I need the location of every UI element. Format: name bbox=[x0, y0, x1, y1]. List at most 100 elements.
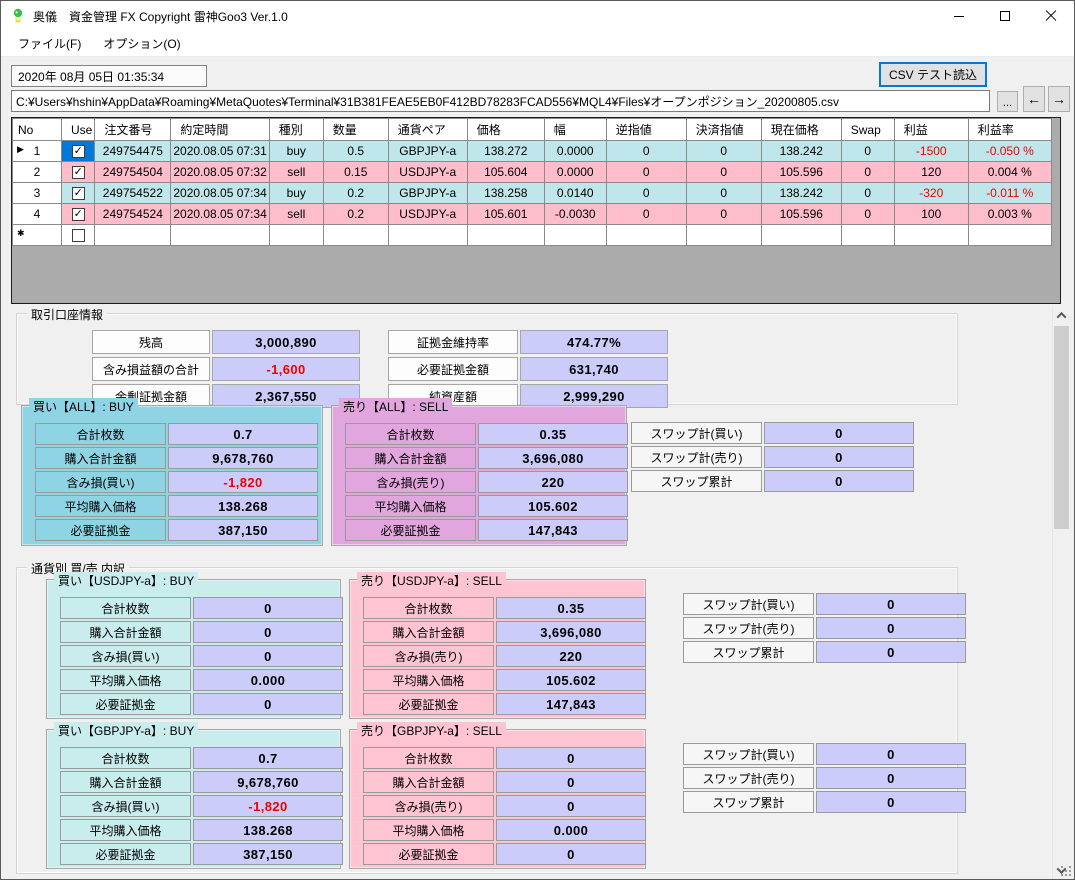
grid-col-header-3[interactable]: 約定時間 bbox=[170, 118, 270, 141]
grid-col-header-5[interactable]: 数量 bbox=[322, 118, 389, 141]
grid-row-header[interactable]: ✱ bbox=[12, 224, 62, 246]
grid-cell[interactable] bbox=[322, 224, 389, 246]
menu-item-0[interactable]: ファイル(F) bbox=[18, 37, 82, 51]
grid-cell[interactable]: 138.242 bbox=[760, 140, 842, 162]
grid-cell[interactable]: 0.0140 bbox=[543, 182, 607, 204]
grid-cell[interactable]: -320 bbox=[893, 182, 969, 204]
csv-path-input[interactable]: C:¥Users¥hshin¥AppData¥Roaming¥MetaQuote… bbox=[11, 90, 990, 112]
grid-cell[interactable]: 0.2 bbox=[322, 203, 389, 225]
grid-cell[interactable]: USDJPY-a bbox=[387, 203, 468, 225]
grid-cell[interactable] bbox=[387, 224, 468, 246]
grid-cell[interactable]: buy bbox=[268, 182, 324, 204]
grid-col-header-4[interactable]: 種別 bbox=[268, 118, 324, 141]
grid-cell-use[interactable]: ✓ bbox=[60, 140, 96, 162]
grid-cell[interactable] bbox=[268, 224, 324, 246]
grid-cell[interactable]: 120 bbox=[893, 161, 969, 183]
grid-cell[interactable]: 0 bbox=[840, 161, 895, 183]
grid-col-header-14[interactable]: 利益率 bbox=[967, 118, 1052, 141]
minimize-button[interactable] bbox=[936, 1, 982, 31]
grid-cell[interactable]: USDJPY-a bbox=[387, 161, 468, 183]
next-file-button[interactable]: → bbox=[1048, 86, 1070, 112]
scrollbar-thumb[interactable] bbox=[1054, 326, 1069, 529]
grid-cell[interactable]: sell bbox=[268, 161, 324, 183]
menu-item-1[interactable]: オプション(O) bbox=[103, 37, 181, 51]
grid-col-header-8[interactable]: 幅 bbox=[543, 118, 607, 141]
grid-row-header[interactable]: 4 bbox=[12, 203, 62, 225]
grid-col-header-0[interactable]: No bbox=[12, 118, 62, 141]
grid-cell[interactable]: 100 bbox=[893, 203, 969, 225]
grid-cell[interactable]: 0 bbox=[605, 161, 687, 183]
grid-col-header-11[interactable]: 現在価格 bbox=[760, 118, 842, 141]
grid-cell[interactable]: 0 bbox=[605, 140, 687, 162]
grid-cell[interactable] bbox=[967, 224, 1052, 246]
scroll-up-button[interactable] bbox=[1053, 307, 1070, 324]
grid-col-header-9[interactable]: 逆指値 bbox=[605, 118, 687, 141]
grid-col-header-10[interactable]: 決済指値 bbox=[685, 118, 762, 141]
grid-cell[interactable]: 0.0000 bbox=[543, 140, 607, 162]
vertical-scrollbar[interactable] bbox=[1052, 307, 1069, 879]
grid-cell[interactable]: buy bbox=[268, 140, 324, 162]
use-checkbox[interactable]: ✓ bbox=[71, 166, 85, 180]
grid-row-header[interactable]: ▶ 1 bbox=[12, 140, 62, 162]
grid-cell[interactable]: 2020.08.05 07:34 bbox=[170, 182, 270, 204]
grid-cell[interactable]: 105.601 bbox=[466, 203, 545, 225]
grid-cell-use[interactable] bbox=[60, 224, 96, 246]
grid-cell[interactable]: GBPJPY-a bbox=[387, 140, 468, 162]
grid-cell[interactable]: 0.2 bbox=[322, 182, 389, 204]
grid-cell[interactable]: 0 bbox=[840, 182, 895, 204]
grid-row-header[interactable]: 3 bbox=[12, 182, 62, 204]
grid-cell[interactable] bbox=[170, 224, 270, 246]
grid-cell[interactable]: 0.0000 bbox=[543, 161, 607, 183]
grid-cell[interactable]: -0.0030 bbox=[543, 203, 607, 225]
grid-cell[interactable]: 0 bbox=[685, 140, 762, 162]
grid-cell-use[interactable]: ✓ bbox=[60, 203, 96, 225]
grid-cell[interactable] bbox=[893, 224, 969, 246]
grid-col-header-1[interactable]: Use bbox=[60, 118, 96, 141]
resize-grip[interactable] bbox=[1061, 866, 1071, 876]
use-checkbox[interactable]: ✓ bbox=[71, 187, 85, 201]
grid-cell[interactable]: 0 bbox=[685, 161, 762, 183]
grid-cell[interactable]: 138.242 bbox=[760, 182, 842, 204]
grid-cell[interactable] bbox=[685, 224, 762, 246]
grid-cell[interactable]: 0 bbox=[685, 182, 762, 204]
grid-cell[interactable]: 138.258 bbox=[466, 182, 545, 204]
grid-cell[interactable]: sell bbox=[268, 203, 324, 225]
grid-cell-use[interactable]: ✓ bbox=[60, 182, 96, 204]
grid-col-header-7[interactable]: 価格 bbox=[466, 118, 545, 141]
grid-cell[interactable]: 0 bbox=[605, 182, 687, 204]
grid-cell[interactable]: 249754504 bbox=[94, 161, 172, 183]
csv-test-load-button[interactable]: CSV テスト読込 bbox=[879, 62, 987, 87]
grid-cell[interactable]: 0 bbox=[840, 203, 895, 225]
grid-cell[interactable]: 0 bbox=[840, 140, 895, 162]
grid-cell[interactable]: -0.011 % bbox=[967, 182, 1052, 204]
grid-cell[interactable] bbox=[466, 224, 545, 246]
grid-cell[interactable] bbox=[760, 224, 842, 246]
grid-cell[interactable]: 249754475 bbox=[94, 140, 172, 162]
grid-cell[interactable]: 105.604 bbox=[466, 161, 545, 183]
grid-col-header-6[interactable]: 通貨ペア bbox=[387, 118, 468, 141]
grid-cell[interactable]: 105.596 bbox=[760, 203, 842, 225]
grid-cell[interactable] bbox=[840, 224, 895, 246]
maximize-button[interactable] bbox=[982, 1, 1028, 31]
grid-cell[interactable]: GBPJPY-a bbox=[387, 182, 468, 204]
grid-cell[interactable]: 249754522 bbox=[94, 182, 172, 204]
grid-cell[interactable]: 0.003 % bbox=[967, 203, 1052, 225]
grid-col-header-12[interactable]: Swap bbox=[840, 118, 895, 141]
grid-cell[interactable]: 2020.08.05 07:32 bbox=[170, 161, 270, 183]
grid-cell[interactable] bbox=[94, 224, 172, 246]
grid-cell[interactable]: 2020.08.05 07:34 bbox=[170, 203, 270, 225]
grid-cell[interactable]: 249754524 bbox=[94, 203, 172, 225]
browse-button[interactable]: ... bbox=[997, 91, 1018, 112]
grid-cell[interactable]: 138.272 bbox=[466, 140, 545, 162]
grid-cell[interactable]: -1500 bbox=[893, 140, 969, 162]
grid-cell[interactable]: 0.5 bbox=[322, 140, 389, 162]
grid-cell[interactable]: 0.15 bbox=[322, 161, 389, 183]
use-checkbox[interactable] bbox=[71, 229, 85, 243]
grid-cell[interactable] bbox=[543, 224, 607, 246]
prev-file-button[interactable]: ← bbox=[1023, 86, 1045, 112]
use-checkbox[interactable]: ✓ bbox=[71, 145, 85, 159]
grid-col-header-13[interactable]: 利益 bbox=[893, 118, 969, 141]
close-button[interactable] bbox=[1028, 1, 1074, 31]
grid-cell-use[interactable]: ✓ bbox=[60, 161, 96, 183]
grid-cell[interactable]: 0.004 % bbox=[967, 161, 1052, 183]
